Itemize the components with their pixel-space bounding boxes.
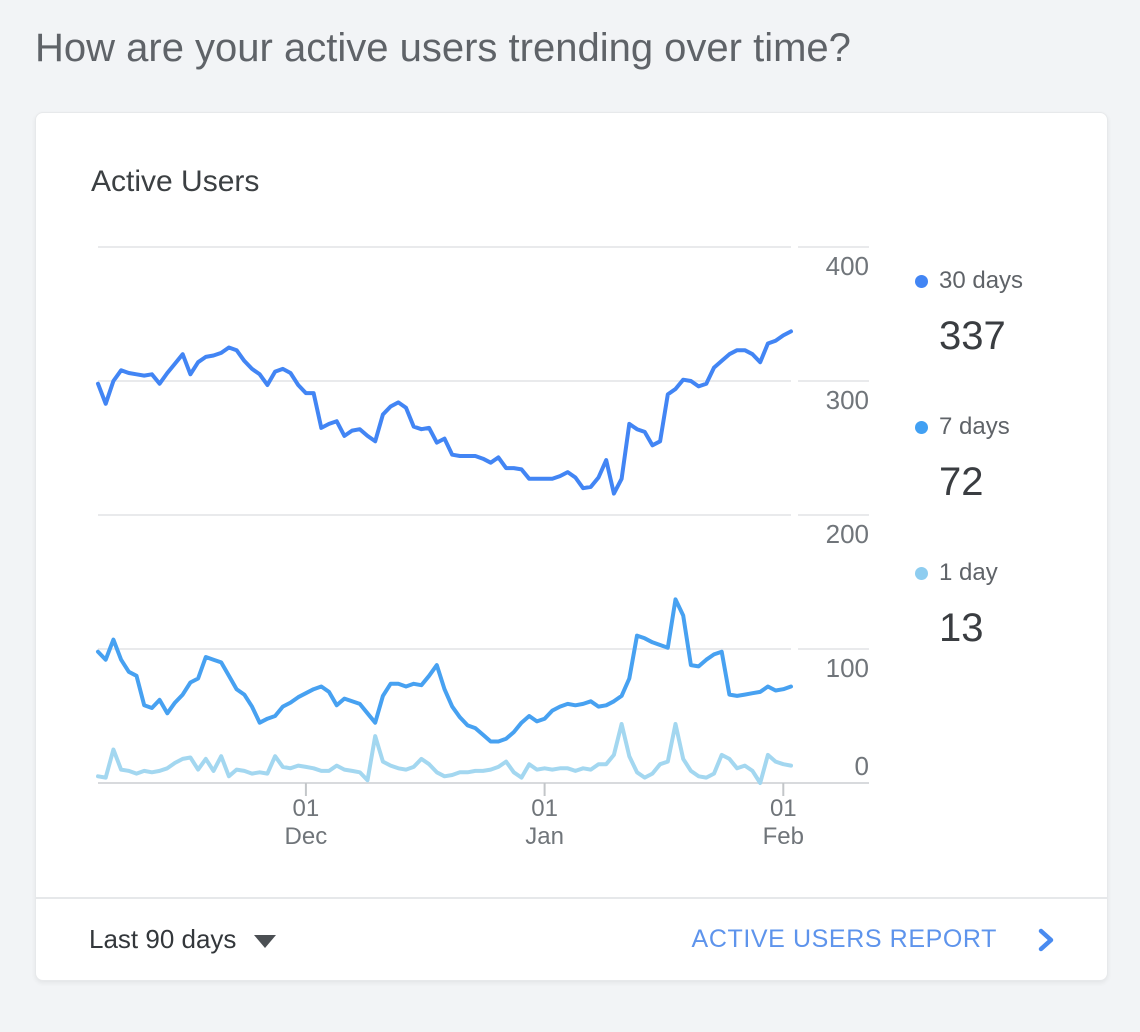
card-footer: Last 90 days ACTIVE USERS REPORT [36, 897, 1107, 980]
legend-dot-icon [915, 274, 928, 288]
svg-text:400: 400 [826, 251, 869, 281]
svg-text:01: 01 [293, 795, 320, 822]
active-users-report-link[interactable]: ACTIVE USERS REPORT [692, 925, 1059, 954]
legend-item-1-day: 1 day 13 [915, 557, 1105, 653]
legend-label: 30 days [939, 267, 1024, 294]
svg-text:Feb: Feb [763, 823, 804, 850]
legend-value: 72 [939, 460, 984, 504]
svg-text:0: 0 [855, 751, 869, 781]
page-title: How are your active users trending over … [35, 26, 851, 70]
legend-item-30-days: 30 days 337 [915, 265, 1105, 361]
legend-dot-icon [915, 420, 928, 434]
card-title: Active Users [91, 165, 260, 198]
svg-text:100: 100 [826, 653, 869, 683]
svg-text:Jan: Jan [525, 823, 564, 850]
active-users-card: Active Users 0 100 200 300 400 01 Dec 01 Jan 01 Fe… [35, 112, 1108, 981]
legend-item-7-days: 7 days 72 [915, 411, 1105, 507]
legend-dot-icon [915, 566, 928, 580]
svg-text:01: 01 [770, 795, 797, 822]
legend-value: 13 [939, 606, 984, 650]
date-range-label: Last 90 days [89, 924, 237, 954]
dropdown-arrow-icon [254, 935, 277, 948]
svg-text:200: 200 [826, 519, 869, 549]
svg-text:01: 01 [531, 795, 558, 822]
legend-value: 337 [939, 314, 1006, 358]
svg-text:Dec: Dec [285, 823, 328, 850]
chart-legend: 30 days 337 7 days 72 1 day 13 [915, 265, 1105, 703]
svg-text:300: 300 [826, 385, 869, 415]
chevron-right-icon [1038, 928, 1054, 951]
legend-label: 7 days [939, 413, 1010, 440]
date-range-selector[interactable]: Last 90 days [89, 924, 277, 955]
report-link-label: ACTIVE USERS REPORT [691, 925, 997, 953]
legend-label: 1 day [939, 559, 998, 586]
